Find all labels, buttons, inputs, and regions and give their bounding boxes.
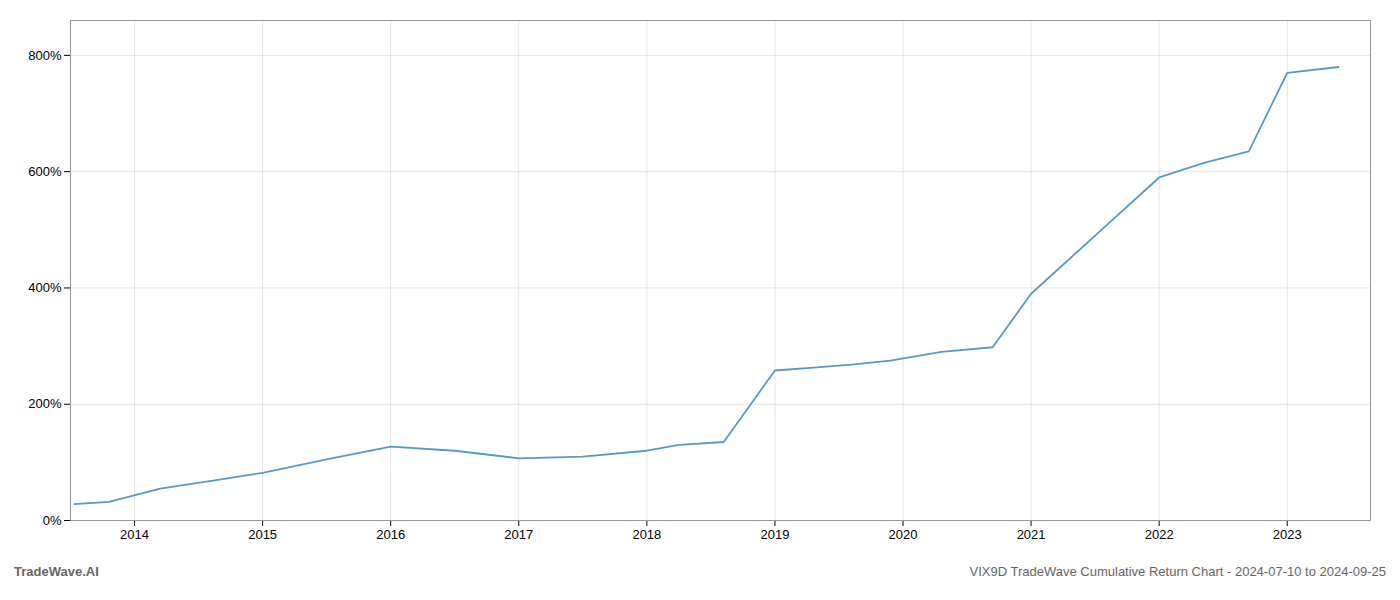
svg-text:600%: 600% [28,164,62,179]
svg-text:2022: 2022 [1145,527,1174,542]
svg-text:2017: 2017 [504,527,533,542]
svg-text:2016: 2016 [376,527,405,542]
svg-text:2014: 2014 [120,527,149,542]
svg-text:800%: 800% [28,48,62,63]
html-text:VIX9D TradeWave Cumulative Ret: VIX9D TradeWave Cumulative Return Chart … [969,564,1386,579]
svg-text:2021: 2021 [1017,527,1046,542]
html-text:TradeWave.AI: TradeWave.AI [14,564,99,579]
svg-text:2015: 2015 [248,527,277,542]
svg-text:2019: 2019 [760,527,789,542]
svg-text:0%: 0% [43,513,62,528]
svg-text:2018: 2018 [632,527,661,542]
svg-text:2023: 2023 [1273,527,1302,542]
svg-text:400%: 400% [28,280,62,295]
svg-text:200%: 200% [28,396,62,411]
svg-text:2020: 2020 [889,527,918,542]
